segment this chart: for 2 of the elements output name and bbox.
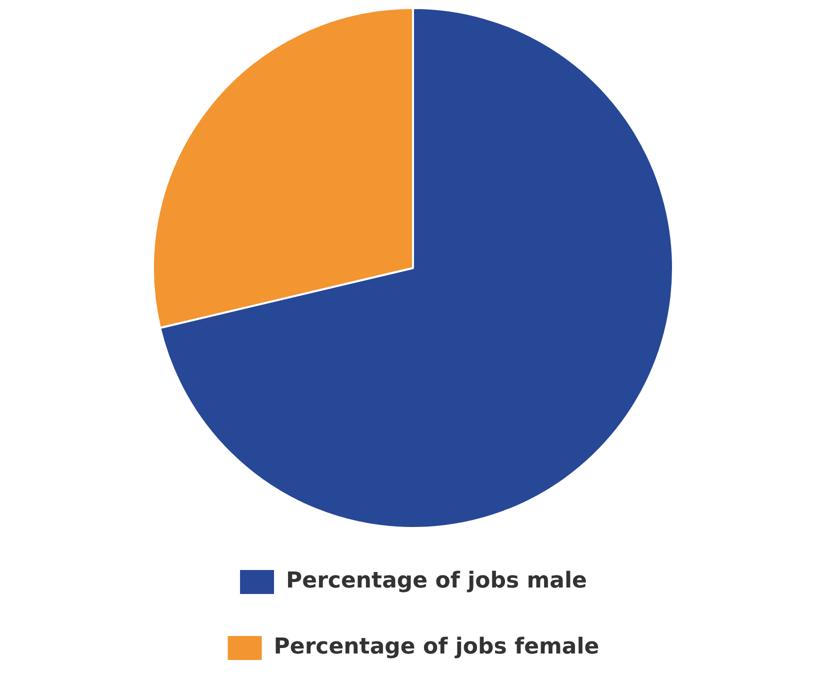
- legend-label: Percentage of jobs female: [274, 634, 600, 660]
- legend-label: Percentage of jobs male: [286, 568, 587, 594]
